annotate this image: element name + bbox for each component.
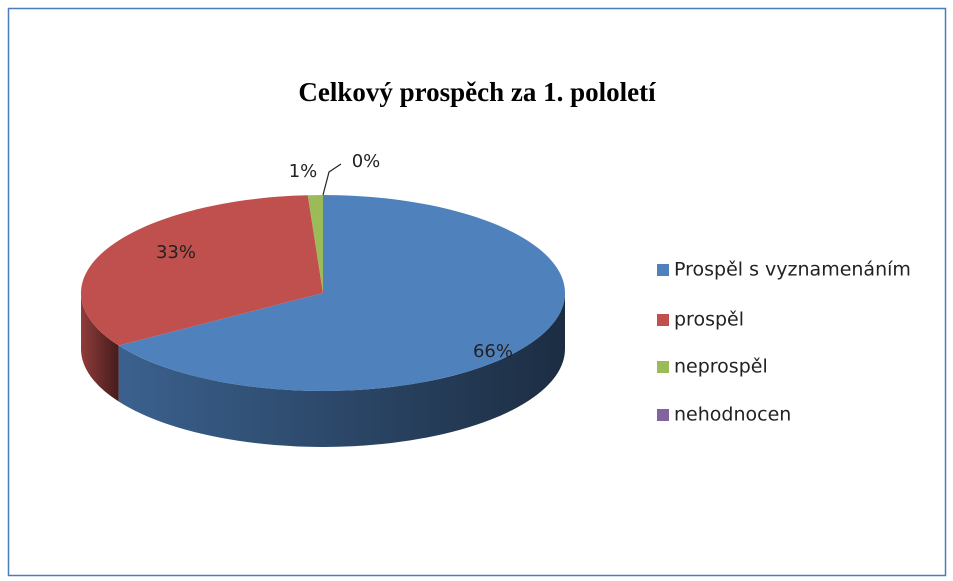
data-label: 0%	[352, 151, 381, 172]
pie-slice	[307, 195, 323, 293]
data-label: 1%	[289, 161, 318, 182]
chart-title: Celkový prospěch za 1. pololetí	[298, 77, 656, 107]
pie-slice	[80, 195, 323, 346]
legend-label: prospěl	[674, 309, 744, 331]
legend-label: nehodnocen	[674, 404, 791, 426]
legend-swatch	[657, 314, 669, 326]
leader-line	[322, 163, 342, 196]
legend-swatch	[657, 361, 669, 373]
pie-side	[81, 293, 119, 402]
legend-swatch	[657, 409, 669, 421]
data-label: 66%	[473, 341, 513, 362]
legend-swatch	[657, 264, 669, 276]
legend-label: Prospěl s vyznamenáním	[674, 259, 911, 281]
legend-label: neprospěl	[674, 356, 768, 378]
pie-slice	[118, 195, 566, 391]
pie-side	[118, 293, 566, 447]
data-label: 33%	[156, 242, 196, 263]
